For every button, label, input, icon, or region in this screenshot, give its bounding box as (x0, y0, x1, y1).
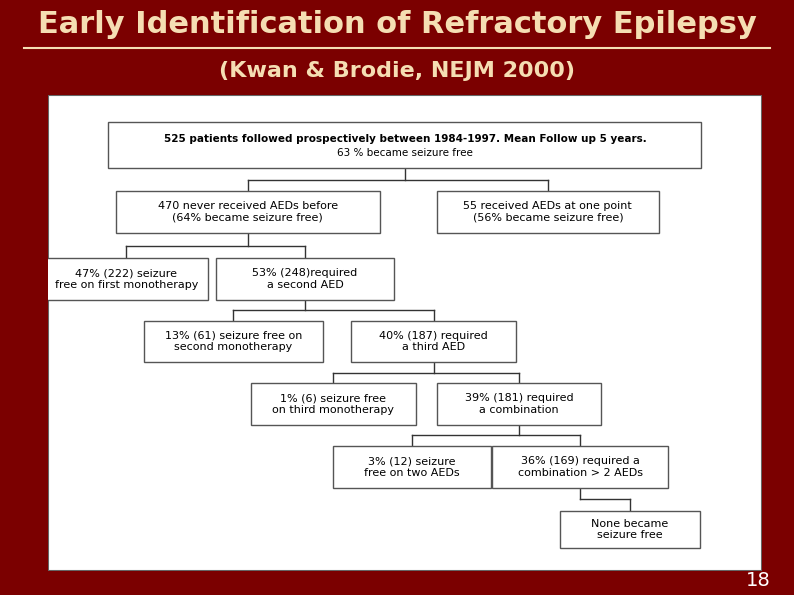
Text: 53% (248)required
a second AED: 53% (248)required a second AED (252, 268, 357, 290)
FancyBboxPatch shape (145, 321, 322, 362)
FancyBboxPatch shape (333, 446, 491, 488)
Text: 1% (6) seizure free
on third monotherapy: 1% (6) seizure free on third monotherapy (272, 393, 395, 415)
FancyBboxPatch shape (116, 191, 380, 233)
FancyBboxPatch shape (215, 258, 394, 300)
Text: 3% (12) seizure
free on two AEDs: 3% (12) seizure free on two AEDs (364, 456, 460, 478)
Text: 63 % became seizure free: 63 % became seizure free (337, 148, 473, 158)
Text: 36% (169) required a
combination > 2 AEDs: 36% (169) required a combination > 2 AED… (518, 456, 642, 478)
Text: 40% (187) required
a third AED: 40% (187) required a third AED (380, 331, 488, 352)
FancyBboxPatch shape (437, 383, 602, 425)
Text: 525 patients followed prospectively between 1984-1997. Mean Follow up 5 years.: 525 patients followed prospectively betw… (164, 134, 646, 145)
FancyBboxPatch shape (44, 258, 208, 300)
Text: 47% (222) seizure
free on first monotherapy: 47% (222) seizure free on first monother… (55, 268, 198, 290)
Text: 13% (61) seizure free on
second monotherapy: 13% (61) seizure free on second monother… (164, 331, 303, 352)
FancyBboxPatch shape (252, 383, 416, 425)
Text: 18: 18 (746, 571, 770, 590)
Text: None became
seizure free: None became seizure free (592, 519, 669, 540)
FancyBboxPatch shape (492, 446, 668, 488)
FancyBboxPatch shape (108, 123, 702, 168)
Text: 55 received AEDs at one point
(56% became seizure free): 55 received AEDs at one point (56% becam… (464, 201, 632, 223)
FancyBboxPatch shape (48, 95, 762, 571)
FancyBboxPatch shape (351, 321, 516, 362)
Text: 470 never received AEDs before
(64% became seizure free): 470 never received AEDs before (64% beca… (158, 201, 337, 223)
Text: Early Identification of Refractory Epilepsy: Early Identification of Refractory Epile… (37, 11, 757, 39)
FancyBboxPatch shape (561, 511, 700, 548)
FancyBboxPatch shape (437, 191, 659, 233)
Text: (Kwan & Brodie, NEJM 2000): (Kwan & Brodie, NEJM 2000) (219, 61, 575, 82)
Text: 39% (181) required
a combination: 39% (181) required a combination (465, 393, 573, 415)
